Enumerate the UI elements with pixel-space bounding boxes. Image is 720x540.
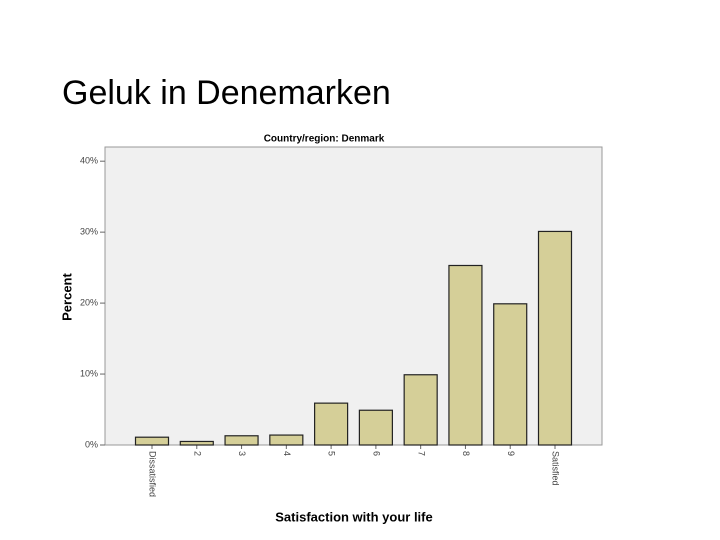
y-tick-label: 40% (80, 156, 98, 166)
y-tick-label: 10% (80, 368, 98, 378)
bar (493, 303, 528, 446)
bar (224, 435, 259, 446)
x-tick-label: 6 (372, 451, 382, 456)
x-tick-label: 3 (237, 451, 247, 456)
bar (403, 374, 438, 446)
y-axis-label: Percent (59, 272, 74, 320)
x-tick-label: Dissatisfied (148, 451, 158, 497)
bar (134, 436, 170, 446)
x-tick-label: 4 (282, 451, 292, 456)
x-tick-label: 2 (192, 451, 202, 456)
plot-area (104, 146, 603, 446)
x-axis-label: Satisfaction with your life (275, 509, 432, 524)
x-tick-label: 8 (461, 451, 471, 456)
x-tick-label: 7 (416, 451, 426, 456)
bar (358, 409, 393, 446)
x-tick-label: 9 (506, 451, 516, 456)
bar (269, 434, 304, 446)
x-tick-label: Satisfied (551, 451, 561, 486)
y-tick-label: 0% (85, 439, 98, 449)
y-tick-label: 20% (80, 297, 98, 307)
x-tick-label: 5 (327, 451, 337, 456)
bar (314, 402, 349, 446)
slide-title: Geluk in Denemarken (62, 74, 391, 112)
bar (448, 264, 483, 446)
bar (537, 230, 573, 446)
y-tick-label: 30% (80, 227, 98, 237)
chart-title: Country/region: Denmark (264, 134, 385, 145)
bar (179, 440, 214, 446)
